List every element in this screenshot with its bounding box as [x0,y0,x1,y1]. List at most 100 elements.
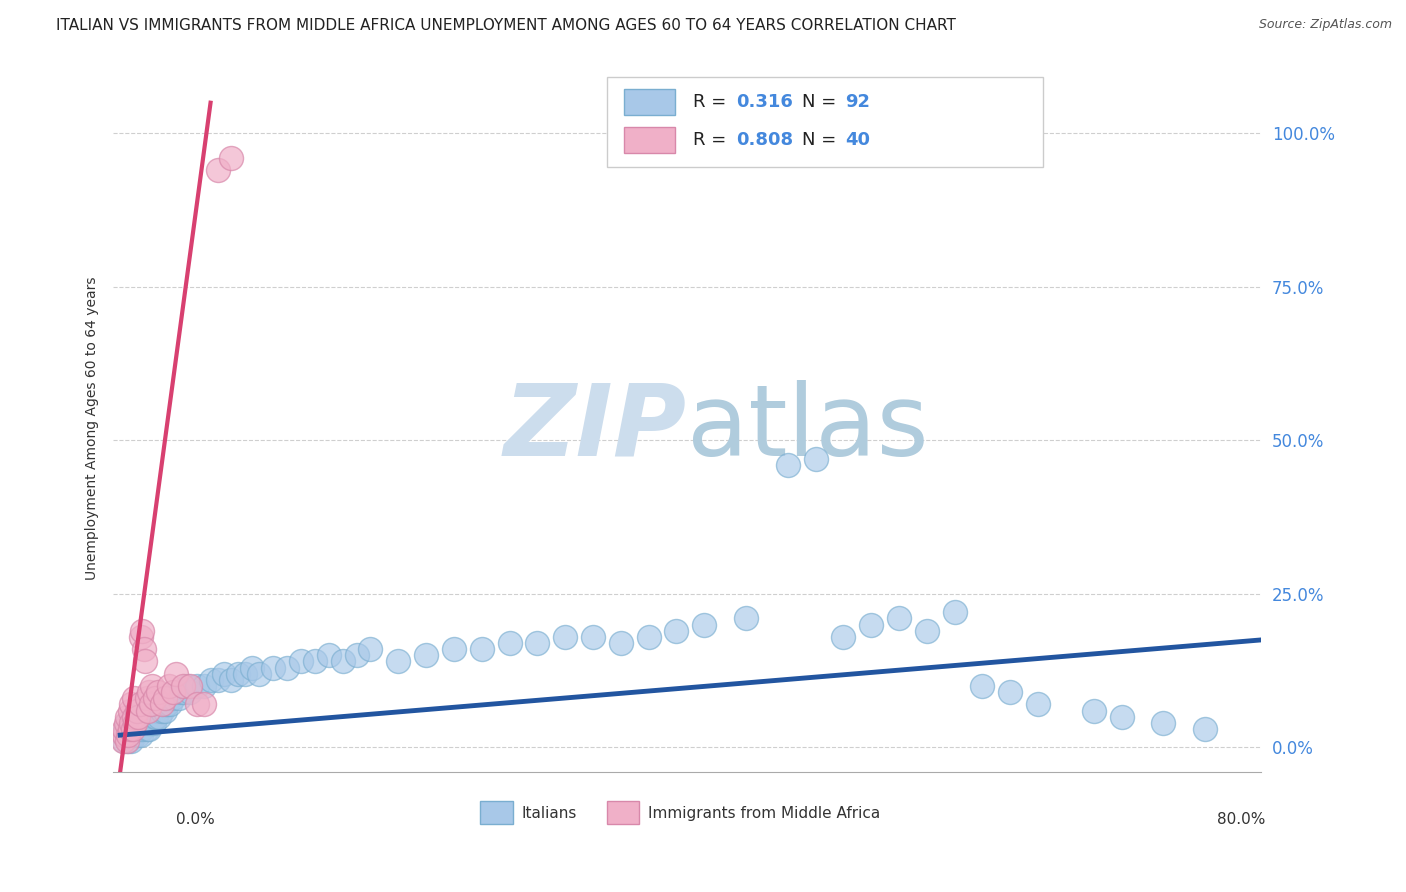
Point [131,624,153,638]
Point [318,648,340,663]
Point [360,642,382,657]
Point [276,660,298,674]
Point [132,715,155,730]
Point [346,648,368,663]
Point [443,642,465,657]
Point [112,722,135,736]
Point [170,685,193,699]
Point [120,734,142,748]
Point [167,691,190,706]
Point [121,728,143,742]
FancyBboxPatch shape [606,801,638,823]
Text: 0.808: 0.808 [737,131,793,149]
Point [387,655,409,669]
Point [262,660,284,674]
Point [152,698,174,712]
Point [122,722,145,736]
Point [129,715,152,730]
Point [1152,715,1174,730]
Point [127,709,149,723]
Point [118,704,141,718]
Point [173,685,195,699]
Point [693,617,716,632]
Point [228,666,250,681]
FancyBboxPatch shape [606,78,1043,167]
Point [150,698,173,712]
Point [972,679,994,693]
Point [186,679,208,693]
Point [193,698,215,712]
FancyBboxPatch shape [624,89,675,115]
Point [131,722,153,736]
Point [157,679,180,693]
Point [860,617,883,632]
Point [179,679,201,693]
Point [115,734,138,748]
Point [172,679,194,693]
Point [114,715,136,730]
Point [637,630,659,644]
Point [221,673,243,687]
Point [136,709,159,723]
Point [200,673,222,687]
Text: Source: ZipAtlas.com: Source: ZipAtlas.com [1258,18,1392,31]
Point [207,673,229,687]
Point [120,722,142,736]
Point [1194,722,1216,736]
Text: 0.0%: 0.0% [176,812,215,827]
Point [120,715,142,730]
Point [138,685,160,699]
Point [186,698,208,712]
Point [162,691,184,706]
Point [138,722,160,736]
Point [143,691,166,706]
Point [665,624,688,638]
Text: ITALIAN VS IMMIGRANTS FROM MIDDLE AFRICA UNEMPLOYMENT AMONG AGES 60 TO 64 YEARS : ITALIAN VS IMMIGRANTS FROM MIDDLE AFRICA… [56,18,956,33]
Text: 92: 92 [845,93,870,112]
Point [132,642,155,657]
Point [157,691,180,706]
Point [136,715,159,730]
Point [1000,685,1022,699]
Point [162,685,184,699]
Point [124,728,146,742]
Point [135,691,157,706]
Point [139,715,162,730]
Point [332,655,354,669]
Point [111,734,134,748]
Text: Immigrants from Middle Africa: Immigrants from Middle Africa [648,805,880,821]
Text: N =: N = [801,93,842,112]
Text: R =: R = [693,131,731,149]
FancyBboxPatch shape [481,801,513,823]
Y-axis label: Unemployment Among Ages 60 to 64 years: Unemployment Among Ages 60 to 64 years [86,277,100,580]
Point [124,715,146,730]
Point [114,722,136,736]
Point [125,704,148,718]
Point [122,715,145,730]
Point [610,636,633,650]
Point [120,698,142,712]
Point [498,636,520,650]
Point [832,630,855,644]
FancyBboxPatch shape [624,127,675,153]
Text: 40: 40 [845,131,870,149]
Point [118,728,141,742]
Point [142,715,165,730]
Point [146,685,169,699]
Point [115,709,138,723]
Point [117,728,139,742]
Point [127,728,149,742]
Point [129,630,152,644]
Point [804,451,827,466]
Point [915,624,938,638]
Point [155,698,177,712]
Point [143,709,166,723]
Point [125,722,148,736]
Point [134,709,156,723]
Point [415,648,437,663]
Text: R =: R = [693,93,731,112]
Point [136,704,159,718]
Point [112,734,135,748]
Text: Italians: Italians [522,805,576,821]
Point [128,698,150,712]
